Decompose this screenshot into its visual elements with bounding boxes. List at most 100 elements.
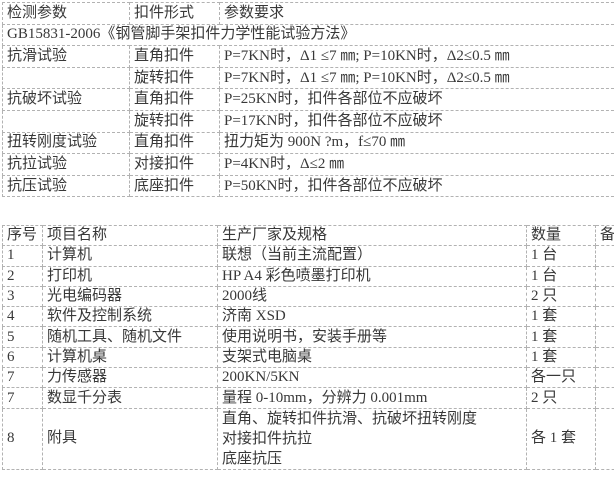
cell-test-param xyxy=(2,109,130,133)
cell-note xyxy=(595,367,614,389)
cell-requirement: P=4KN时，Δ≤2 ㎜ xyxy=(219,153,614,176)
spec-line: 对接扣件抗拉 xyxy=(222,430,313,447)
cell-test-param: 抗拉试验 xyxy=(2,153,130,176)
cell-fastener-type: 旋转扣件 xyxy=(129,66,220,90)
spec-line: 底座抗压 xyxy=(222,450,283,467)
cell-no: 2 xyxy=(2,265,43,287)
spec-line: 直角、旋转扣件抗滑、抗破坏扭转刚度 xyxy=(222,410,478,427)
cell-spec: 2000线 xyxy=(217,285,527,308)
cell-no: 3 xyxy=(2,285,43,308)
cell-spec: 支架式电脑桌 xyxy=(217,346,527,369)
test-table-header-row: 检测参数 扣件形式 参数要求 xyxy=(2,2,614,25)
cell-requirement: P=25KN时，扣件各部位不应破坏 xyxy=(219,88,614,111)
cell-quantity: 1 台 xyxy=(526,245,596,267)
cell-note xyxy=(595,346,614,369)
cell-no: 7 xyxy=(2,387,43,409)
cell-test-param: 抗压试验 xyxy=(2,174,130,198)
table-row: 扭转刚度试验 直角扣件 扭力矩为 900N ?m，f≤70 ㎜ xyxy=(2,131,614,155)
cell-requirement: P=7KN时，Δ1 ≤7 ㎜; P=10KN时，Δ2≤0.5 ㎜ xyxy=(219,45,614,68)
header-manufacturer-spec: 生产厂家及规格 xyxy=(217,224,527,247)
cell-quantity: 各一只 xyxy=(526,367,596,389)
cell-note xyxy=(595,407,614,470)
cell-spec: 直角、旋转扣件抗滑、抗破坏扭转刚度 对接扣件抗拉 底座抗压 xyxy=(217,407,527,470)
cell-item-name: 计算机 xyxy=(42,245,218,267)
cell-no: 4 xyxy=(2,306,43,328)
cell-spec: 济南 XSD xyxy=(217,306,527,328)
cell-no: 8 xyxy=(2,407,43,470)
cell-quantity: 2 只 xyxy=(526,387,596,409)
header-fastener-type: 扣件形式 xyxy=(129,2,220,25)
cell-quantity: 1 套 xyxy=(526,306,596,328)
cell-requirement: P=7KN时，Δ1 ≤7 ㎜; P=10KN时，Δ2≤0.5 ㎜ xyxy=(219,66,614,90)
header-test-param: 检测参数 xyxy=(2,2,130,25)
table-row: 1 计算机 联想（当前主流配置） 1 台 xyxy=(2,245,614,267)
cell-quantity: 1 套 xyxy=(526,326,596,348)
cell-fastener-type: 直角扣件 xyxy=(129,131,220,155)
cell-quantity: 1 台 xyxy=(526,265,596,287)
header-no: 序号 xyxy=(2,224,43,247)
cell-spec: 量程 0-10mm，分辨力 0.001mm xyxy=(217,387,527,409)
cell-no: 1 xyxy=(2,245,43,267)
cell-no: 6 xyxy=(2,346,43,369)
cell-note xyxy=(595,285,614,308)
equipment-header-row: 序号 项目名称 生产厂家及规格 数量 备注 xyxy=(2,224,614,247)
standard-reference: GB15831-2006《钢管脚手架扣件力学性能试验方法》 xyxy=(2,23,614,47)
cell-fastener-type: 底座扣件 xyxy=(129,174,220,198)
table-row: 7 力传感器 200KN/5KN 各一只 xyxy=(2,367,614,389)
table-row: 抗拉试验 对接扣件 P=4KN时，Δ≤2 ㎜ xyxy=(2,153,614,176)
cell-item-name: 光电编码器 xyxy=(42,285,218,308)
cell-note xyxy=(595,306,614,328)
cell-note xyxy=(595,245,614,267)
table-row: 旋转扣件 P=7KN时，Δ1 ≤7 ㎜; P=10KN时，Δ2≤0.5 ㎜ xyxy=(2,66,614,90)
equipment-table: 序号 项目名称 生产厂家及规格 数量 备注 1 计算机 联想（当前主流配置） 1… xyxy=(2,224,614,470)
cell-no: 5 xyxy=(2,326,43,348)
cell-item-name: 随机工具、随机文件 xyxy=(42,326,218,348)
table-row: 6 计算机桌 支架式电脑桌 1 套 xyxy=(2,346,614,369)
table-row: 旋转扣件 P=17KN时，扣件各部位不应破坏 xyxy=(2,109,614,133)
cell-spec: 200KN/5KN xyxy=(217,367,527,389)
table-row: 抗滑试验 直角扣件 P=7KN时，Δ1 ≤7 ㎜; P=10KN时，Δ2≤0.5… xyxy=(2,45,614,68)
cell-spec: 联想（当前主流配置） xyxy=(217,245,527,267)
cell-requirement: P=17KN时，扣件各部位不应破坏 xyxy=(219,109,614,133)
cell-note xyxy=(595,265,614,287)
cell-quantity: 1 套 xyxy=(526,346,596,369)
cell-no: 7 xyxy=(2,367,43,389)
header-item-name: 项目名称 xyxy=(42,224,218,247)
cell-item-name: 计算机桌 xyxy=(42,346,218,369)
cell-fastener-type: 旋转扣件 xyxy=(129,109,220,133)
header-quantity: 数量 xyxy=(526,224,596,247)
table-row: 3 光电编码器 2000线 2 只 xyxy=(2,285,614,308)
table-row: 5 随机工具、随机文件 使用说明书，安装手册等 1 套 xyxy=(2,326,614,348)
cell-fastener-type: 直角扣件 xyxy=(129,45,220,68)
cell-item-name: 力传感器 xyxy=(42,367,218,389)
header-requirement: 参数要求 xyxy=(219,2,614,25)
cell-fastener-type: 对接扣件 xyxy=(129,153,220,176)
cell-fastener-type: 直角扣件 xyxy=(129,88,220,111)
header-note: 备注 xyxy=(595,224,614,247)
table-row: 2 打印机 HP A4 彩色喷墨打印机 1 台 xyxy=(2,265,614,287)
table-row: 8 附具 直角、旋转扣件抗滑、抗破坏扭转刚度 对接扣件抗拉 底座抗压 各 1 套 xyxy=(2,407,614,470)
cell-requirement: 扭力矩为 900N ?m，f≤70 ㎜ xyxy=(219,131,614,155)
table-row: 7 数显千分表 量程 0-10mm，分辨力 0.001mm 2 只 xyxy=(2,387,614,409)
cell-note xyxy=(595,326,614,348)
cell-item-name: 附具 xyxy=(42,407,218,470)
cell-item-name: 软件及控制系统 xyxy=(42,306,218,328)
cell-item-name: 打印机 xyxy=(42,265,218,287)
cell-note xyxy=(595,387,614,409)
cell-test-param xyxy=(2,66,130,90)
cell-spec: 使用说明书，安装手册等 xyxy=(217,326,527,348)
cell-test-param: 抗破坏试验 xyxy=(2,88,130,111)
table-row: 4 软件及控制系统 济南 XSD 1 套 xyxy=(2,306,614,328)
table-row: 抗破坏试验 直角扣件 P=25KN时，扣件各部位不应破坏 xyxy=(2,88,614,111)
cell-item-name: 数显千分表 xyxy=(42,387,218,409)
cell-test-param: 抗滑试验 xyxy=(2,45,130,68)
cell-test-param: 扭转刚度试验 xyxy=(2,131,130,155)
cell-spec: HP A4 彩色喷墨打印机 xyxy=(217,265,527,287)
table-row: 抗压试验 底座扣件 P=50KN时，扣件各部位不应破坏 xyxy=(2,174,614,198)
cell-requirement: P=50KN时，扣件各部位不应破坏 xyxy=(219,174,614,198)
cell-quantity: 2 只 xyxy=(526,285,596,308)
standard-reference-row: GB15831-2006《钢管脚手架扣件力学性能试验方法》 xyxy=(2,23,614,47)
cell-quantity: 各 1 套 xyxy=(526,407,596,470)
test-parameters-table: 检测参数 扣件形式 参数要求 GB15831-2006《钢管脚手架扣件力学性能试… xyxy=(2,2,614,198)
